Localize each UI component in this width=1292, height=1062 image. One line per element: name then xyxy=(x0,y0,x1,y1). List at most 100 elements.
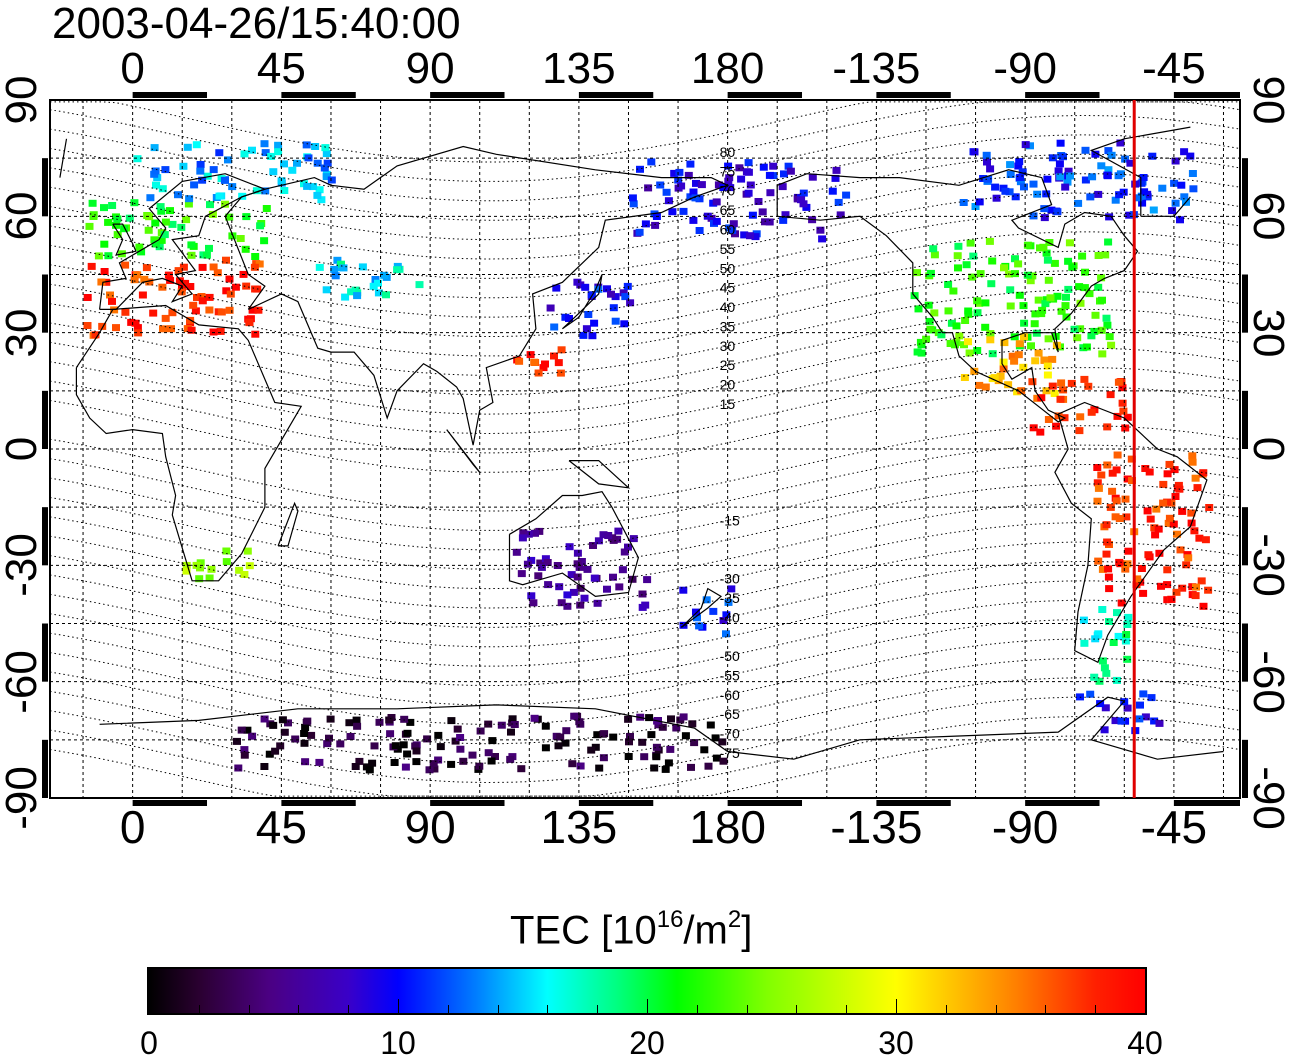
tec-cell xyxy=(515,357,524,365)
tec-cell xyxy=(276,742,285,750)
colorbar-minor-tick xyxy=(846,1005,848,1013)
tec-cell xyxy=(104,252,113,260)
tec-cell xyxy=(587,746,596,754)
tec-cell xyxy=(205,244,213,252)
tec-cell xyxy=(638,590,647,598)
tec-cell xyxy=(1043,175,1052,183)
tec-cell xyxy=(507,728,515,736)
tec-cell xyxy=(1157,582,1165,590)
tec-cell xyxy=(1102,314,1111,322)
tec-cell xyxy=(1103,321,1112,329)
tec-cell xyxy=(640,753,649,761)
tec-cell xyxy=(1111,717,1120,725)
tec-cell xyxy=(690,739,699,747)
colorbar-label-exp2: 2 xyxy=(727,906,742,933)
tec-cell xyxy=(1154,525,1163,533)
tec-cell xyxy=(944,281,953,288)
tec-cell xyxy=(976,270,985,278)
tec-cell xyxy=(709,607,718,615)
tec-cell xyxy=(225,213,234,221)
frame-tick-bar xyxy=(42,390,48,449)
frame-tick-bar xyxy=(727,800,803,806)
tec-cell xyxy=(565,543,574,551)
tec-cell xyxy=(301,758,310,766)
tec-cell xyxy=(1122,513,1131,521)
tec-cell xyxy=(196,559,205,567)
tec-cell xyxy=(1061,183,1070,191)
tec-cell xyxy=(1141,465,1150,472)
tec-cell xyxy=(1081,176,1090,184)
tec-cell xyxy=(986,165,995,173)
tec-cell xyxy=(926,325,935,333)
tec-cell xyxy=(1090,673,1099,681)
tec-cell xyxy=(1104,573,1113,581)
tec-cell xyxy=(222,558,231,566)
tec-cell xyxy=(1052,422,1061,430)
tec-cell xyxy=(1104,166,1113,174)
tec-cell xyxy=(190,181,199,189)
tec-cell xyxy=(1015,158,1024,166)
tec-cell xyxy=(618,566,627,574)
tec-cell xyxy=(626,299,635,307)
tec-cell xyxy=(1017,387,1026,395)
tec-cell xyxy=(207,565,216,573)
tec-cell xyxy=(573,573,582,581)
tec-cell xyxy=(240,746,249,754)
tec-cell xyxy=(280,187,289,194)
tec-cell xyxy=(1064,257,1073,265)
tec-cell xyxy=(185,195,194,203)
tec-cell xyxy=(1085,290,1094,298)
tec-cell xyxy=(1036,428,1045,436)
tec-cell xyxy=(400,715,409,723)
frame-tick-bar xyxy=(578,800,654,806)
tec-cell xyxy=(1174,481,1183,489)
tec-cell xyxy=(983,158,991,166)
tec-cell xyxy=(1006,161,1015,169)
magnetic-contour xyxy=(49,347,1241,435)
tec-cell xyxy=(1034,349,1043,357)
tec-cell xyxy=(541,722,550,730)
lat-tick-label-right: -90 xyxy=(1244,766,1292,830)
tec-cell xyxy=(1040,205,1049,213)
timestamp-title: 2003-04-26/15:40:00 xyxy=(52,0,461,48)
tec-cell xyxy=(1010,357,1019,365)
tec-cell xyxy=(260,715,269,723)
magnetic-contour xyxy=(49,483,1241,570)
tec-cell xyxy=(1093,479,1102,487)
tec-cell xyxy=(971,203,980,210)
tec-cell xyxy=(534,572,543,580)
tec-cell xyxy=(97,278,106,286)
tec-cell xyxy=(271,747,280,755)
tec-cell xyxy=(619,289,628,297)
tec-cell xyxy=(385,716,394,724)
tec-cell xyxy=(1121,155,1130,163)
tec-cell xyxy=(654,721,663,729)
tec-cell xyxy=(929,245,938,253)
tec-cell xyxy=(1010,333,1019,341)
tec-cell xyxy=(220,176,229,184)
magnetic-contour xyxy=(49,716,1241,797)
tec-cell xyxy=(1065,239,1074,247)
frame-tick-bar xyxy=(1242,507,1248,566)
magnetic-latitude-label: 20 xyxy=(720,377,736,393)
frame-tick-bar xyxy=(1242,158,1248,217)
tec-cell xyxy=(189,301,198,309)
tec-cell xyxy=(556,369,565,377)
tec-cell xyxy=(831,174,840,182)
tec-cell xyxy=(695,227,704,234)
colorbar-label-end: ] xyxy=(741,908,753,953)
tec-cell xyxy=(1088,173,1097,181)
tec-cell xyxy=(1163,566,1172,574)
coastline xyxy=(99,173,267,310)
colorbar-minor-tick xyxy=(497,1005,499,1013)
tec-cell xyxy=(399,741,408,749)
tec-cell xyxy=(1075,283,1084,291)
tec-cell xyxy=(248,732,257,740)
tec-cell xyxy=(719,757,728,765)
tec-cell xyxy=(265,750,274,758)
lat-tick-label-left: 30 xyxy=(0,308,46,358)
frame-tick-bar xyxy=(281,800,356,806)
tec-cell xyxy=(151,240,160,248)
tec-cell xyxy=(222,256,230,264)
tec-cell xyxy=(1086,690,1095,698)
